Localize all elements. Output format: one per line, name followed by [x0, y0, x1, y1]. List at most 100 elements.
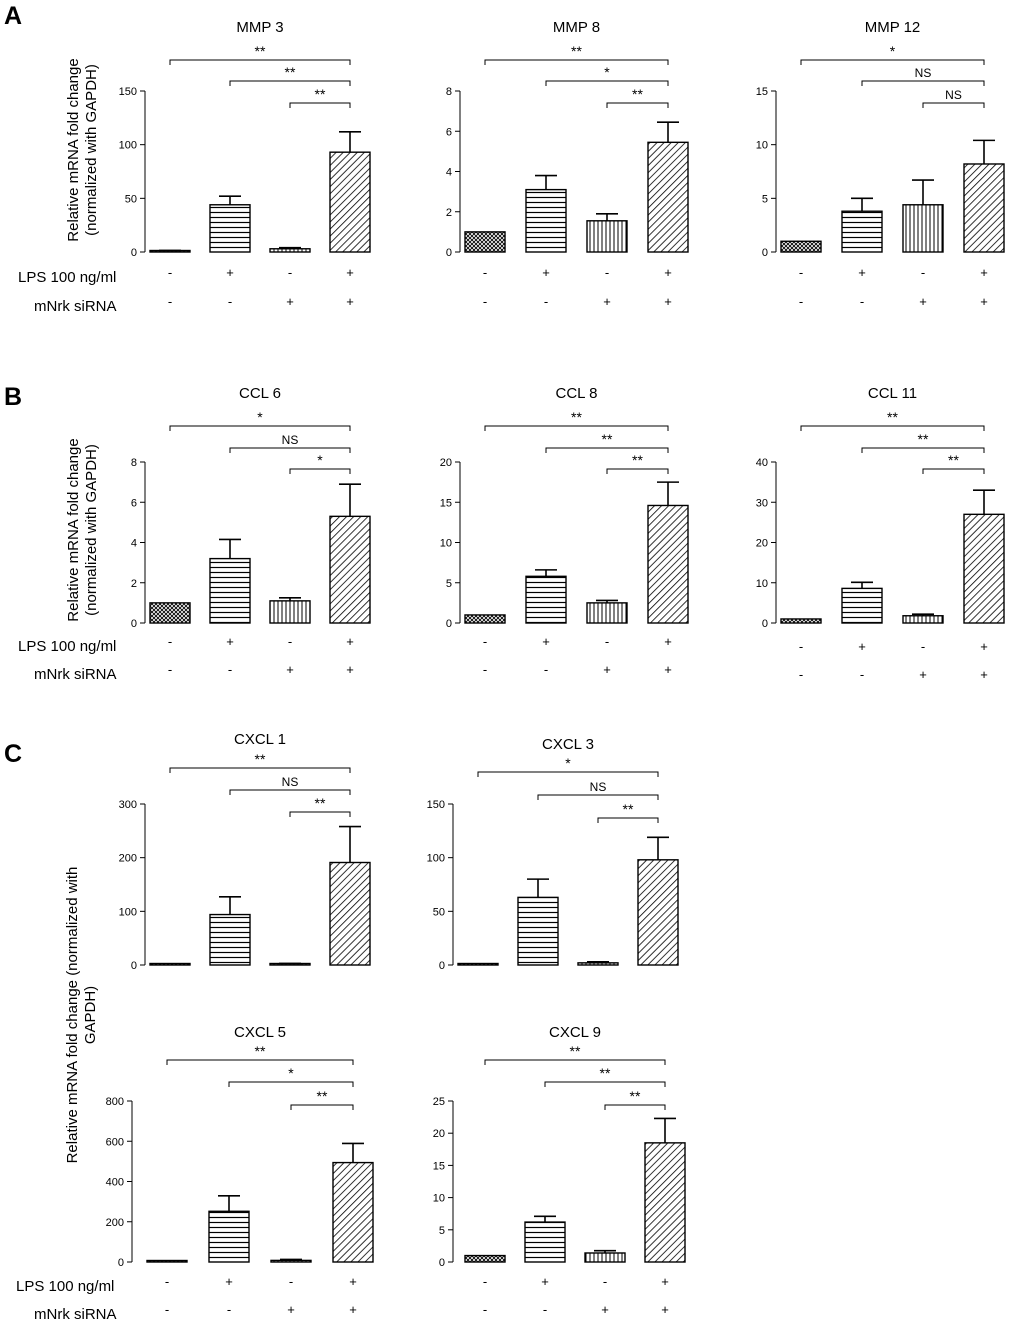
bar — [841, 587, 883, 624]
significance-label: ** — [887, 409, 898, 425]
significance-bracket — [484, 425, 669, 431]
bar — [780, 240, 822, 253]
significance-label: ** — [255, 43, 266, 59]
panel-label-c: C — [4, 740, 22, 768]
bar — [329, 861, 371, 966]
significance-label: ** — [571, 409, 582, 425]
sirna-sign: - — [543, 1302, 547, 1317]
y-tick-label: 200 — [119, 853, 137, 865]
y-tick-label: 5 — [446, 578, 452, 590]
y-tick-label: 600 — [106, 1136, 124, 1148]
y-tick-label: 0 — [446, 618, 452, 630]
y-tick-label: 0 — [131, 960, 137, 972]
sirna-sign: - — [544, 294, 548, 309]
y-axis-title-b-line2: (normalized with GAPDH) — [83, 444, 100, 616]
y-tick-label: 0 — [131, 247, 137, 259]
lps-sign: - — [605, 634, 609, 649]
bar — [780, 618, 822, 624]
lps-sign: - — [483, 1274, 487, 1289]
bar — [329, 515, 371, 624]
lps-sign: - — [483, 265, 487, 280]
significance-label: ** — [255, 1043, 266, 1059]
significance-bracket — [169, 425, 351, 431]
y-tick-label: 0 — [439, 960, 445, 972]
y-tick-label: 100 — [119, 140, 137, 152]
bar — [329, 151, 371, 253]
y-tick-label: 100 — [119, 906, 137, 918]
sirna-sign: + — [287, 1302, 295, 1317]
chart-cxcl-3: CXCL 3 0 50 100 150 * NS ** — [427, 736, 679, 972]
bar — [209, 913, 251, 966]
significance-label: ** — [632, 452, 643, 468]
sirna-row-label-a: mNrk siRNA — [34, 298, 117, 315]
significance-bracket — [477, 771, 659, 777]
y-tick-label: 10 — [756, 578, 768, 590]
bar — [524, 1221, 566, 1263]
y-tick-label: 0 — [762, 618, 768, 630]
bar — [464, 231, 506, 253]
bar — [902, 204, 944, 253]
significance-label: ** — [317, 1088, 328, 1104]
sirna-sign: + — [603, 294, 611, 309]
lps-sign: + — [980, 639, 988, 654]
y-tick-label: 50 — [125, 193, 137, 205]
significance-label: ** — [255, 751, 266, 767]
sirna-sign: + — [919, 667, 927, 682]
bar — [586, 602, 628, 624]
bar — [269, 248, 311, 253]
y-tick-label: 5 — [762, 193, 768, 205]
significance-label: * — [565, 755, 571, 771]
lps-sign: + — [349, 1274, 357, 1289]
significance-bracket — [169, 59, 351, 65]
y-tick-label: 20 — [440, 457, 452, 469]
significance-label: ** — [315, 86, 326, 102]
y-tick-label: 150 — [119, 86, 137, 98]
significance-bracket — [604, 1104, 666, 1110]
y-tick-label: 4 — [446, 167, 452, 179]
significance-label: * — [257, 409, 263, 425]
y-tick-label: 10 — [440, 538, 452, 550]
lps-sign: - — [603, 1274, 607, 1289]
panel-label-a: A — [4, 2, 22, 30]
sirna-sign: + — [346, 294, 354, 309]
significance-bracket — [484, 59, 669, 65]
lps-row-label-b: LPS 100 ng/ml — [18, 638, 116, 655]
significance-bracket — [229, 447, 351, 453]
lps-sign: + — [858, 639, 866, 654]
sirna-row-label-c: mNrk siRNA — [34, 1306, 117, 1323]
sirna-sign: - — [165, 1302, 169, 1317]
significance-bracket — [228, 1081, 354, 1087]
y-tick-label: 0 — [118, 1257, 124, 1269]
sirna-sign: - — [168, 662, 172, 677]
chart-title: CXCL 9 — [549, 1024, 601, 1041]
chart-mmp-12: MMP 12 0 5 10 15 * NS NS - + - + - - + + — [756, 19, 1005, 309]
sirna-sign: - — [483, 662, 487, 677]
chart-title: CCL 8 — [556, 385, 598, 402]
lps-sign: + — [226, 634, 234, 649]
sirna-sign: - — [860, 667, 864, 682]
y-tick-label: 25 — [433, 1096, 445, 1108]
panel-label-b: B — [4, 383, 22, 411]
sirna-sign: + — [980, 294, 988, 309]
y-tick-label: 50 — [433, 906, 445, 918]
significance-label: ** — [623, 801, 634, 817]
sirna-sign: + — [980, 667, 988, 682]
significance-label: NS — [590, 780, 607, 794]
bar — [332, 1161, 374, 1263]
sirna-sign: + — [349, 1302, 357, 1317]
y-tick-label: 6 — [446, 126, 452, 138]
bar — [584, 1252, 626, 1263]
bar — [149, 602, 191, 624]
sirna-sign: + — [664, 662, 672, 677]
y-tick-label: 100 — [427, 853, 445, 865]
y-tick-label: 0 — [439, 1257, 445, 1269]
chart-mmp-3: MMP 3 0 50 100 150 ** ** ** - + - + - - + + — [119, 19, 371, 309]
y-tick-label: 4 — [131, 538, 137, 550]
y-axis-title-c-line2: GAPDH) — [82, 986, 99, 1044]
chart-title: CCL 11 — [868, 385, 917, 402]
bar — [209, 204, 251, 253]
sirna-sign: - — [228, 294, 232, 309]
significance-label: ** — [948, 452, 959, 468]
y-tick-label: 200 — [106, 1217, 124, 1229]
